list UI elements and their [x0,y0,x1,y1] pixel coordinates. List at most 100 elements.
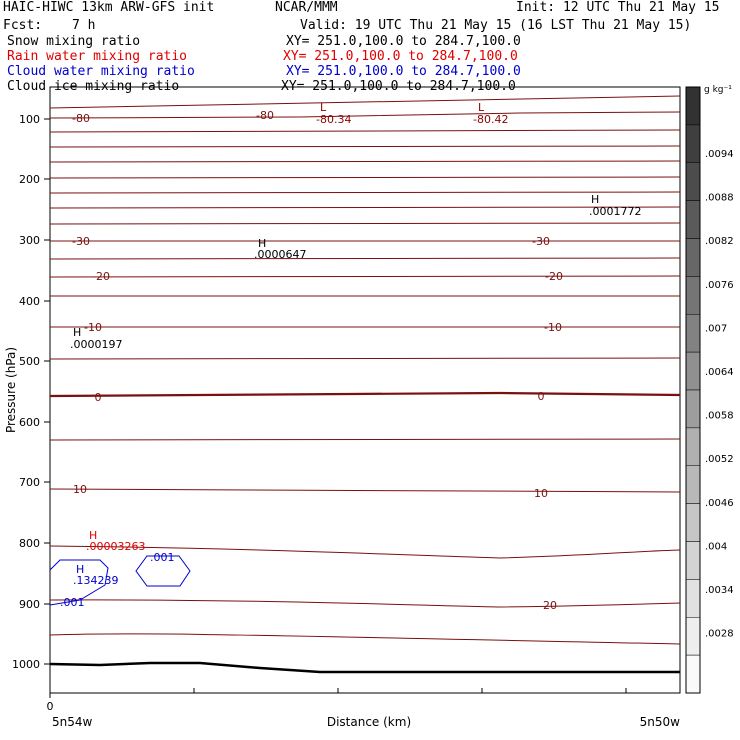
cloud-water-contours [49,555,191,606]
svg-text:300: 300 [19,234,40,247]
y-tick: 600 [19,416,50,429]
isotherm [49,275,681,278]
x-right-label: 5n50w [640,715,681,729]
org-label: NCAR/MMM [275,0,338,15]
field-xy-cloudwater: XY= 251.0,100.0 to 284.7,100.0 [286,64,521,79]
extremum-value: .0000197 [70,338,123,351]
isotherm [49,438,681,441]
colorbar-cell [685,389,701,429]
isotherm [49,145,681,148]
field-xy-snow: XY= 251.0,100.0 to 284.7,100.0 [286,34,521,49]
isotherm-label: -20 [545,270,563,283]
extremum-value: .0000647 [254,248,307,261]
isotherm [49,391,681,398]
svg-text:100: 100 [19,113,40,126]
fcst-label: Fcst: [3,18,43,33]
svg-text:200: 200 [19,173,40,186]
isotherm-label: -10 [544,321,562,334]
y-tick: 800 [19,537,50,550]
colorbar-cell [685,465,701,504]
y-axis: 100 200 300 400 500 600 700 800 900 1000… [4,113,50,671]
extremum-mark: H [76,563,84,576]
colorbar-cell [685,351,701,391]
isotherm-label: -10 [84,321,102,334]
y-axis-title: Pressure (hPa) [4,347,18,433]
extremum-value: -80.34 [316,113,351,126]
isotherm-label: 10 [534,487,548,500]
extremum-value: .00003263 [86,540,146,553]
init-time: Init: 12 UTC Thu 21 May 15 [516,0,720,15]
y-tick: 1000 [12,658,50,671]
isotherm [49,129,681,133]
y-tick: 900 [19,598,50,611]
colorbar-label: .0082 [705,236,734,247]
cloud-label: .001 [60,596,85,609]
y-tick: 200 [19,173,50,186]
isotherm-label: 20 [543,599,557,612]
terrain-line [49,661,680,674]
isotherm [49,633,681,645]
colorbar-cell [685,314,701,353]
isotherm-label: -30 [72,235,90,248]
extremum-mark: L [320,101,327,114]
colorbar-label: .0034 [705,585,734,596]
isotherm-label: -80 [256,109,274,122]
isotherm [49,95,681,109]
y-tick: 500 [19,355,50,368]
colorbar-label: .0064 [705,367,734,378]
extremum-mark: H [73,326,81,339]
extrema: L -80.34 L -80.42 H .0001772 H .0000647 … [70,101,642,587]
low-marker: L -80.42 [473,101,508,126]
colorbar-cell [685,541,701,580]
cloud-labels: .001 .001 [60,551,175,609]
colorbar-frame [685,86,701,694]
field-name-snow: Snow mixing ratio [7,34,141,49]
colorbar-cell [685,124,701,163]
isotherms [49,95,681,645]
extremum-mark: H [258,237,266,250]
model-title: HAIC-HIWC 13km ARW-GFS init [3,0,215,15]
colorbar-label: .0046 [705,498,734,509]
colorbar-cell [685,238,701,277]
colorbar-label: .0094 [705,149,734,160]
isotherm [49,257,681,260]
colorbar-label: .0058 [705,411,734,422]
x-left-label: 5n54w [52,715,93,729]
isotherm-label: 0 [95,391,102,404]
colorbar-cell [685,654,701,694]
colorbar-unit: g kg⁻¹ [704,85,732,95]
isotherm [49,160,681,163]
isotherm-labels: -80 -80 -30 -30 -20 -20 -10 -10 0 0 10 1… [72,109,563,612]
extremum-mark: H [591,193,599,206]
x-axis: 0 5n54w Distance (km) 5n50w [47,688,681,729]
colorbar-cell [685,200,701,239]
isotherm-label: 10 [73,483,87,496]
isotherm [49,599,681,608]
colorbar: g kg⁻¹ .0094 .0088 .0082 .0076 .007 .0064 .005… [685,85,734,694]
y-tick: 400 [19,295,50,308]
svg-text:600: 600 [19,416,40,429]
valid-time: Valid: 19 UTC Thu 21 May 15 (16 LST Thu … [300,18,692,33]
isotherm [49,357,681,360]
colorbar-cell [685,617,701,656]
svg-text:900: 900 [19,598,40,611]
cloud-contour [49,559,109,606]
svg-text:700: 700 [19,476,40,489]
colorbar-cell [685,86,701,126]
low-marker: L -80.34 [316,101,351,126]
isotherm-label: -30 [532,235,550,248]
colorbar-label: .0076 [705,280,734,291]
x-tick-label: 0 [47,700,54,713]
high-marker: H .0000647 [254,237,307,261]
isotherm [49,488,681,493]
colorbar-cell [685,427,701,466]
svg-text:1000: 1000 [12,658,40,671]
field-name-rain: Rain water mixing ratio [7,49,188,64]
fcst-value: 7 h [72,18,96,33]
plot-frame [49,86,681,694]
colorbar-label: .007 [705,323,727,334]
y-tick: 300 [19,234,50,247]
colorbar-cell [685,503,701,542]
extremum-value: -80.42 [473,113,508,126]
